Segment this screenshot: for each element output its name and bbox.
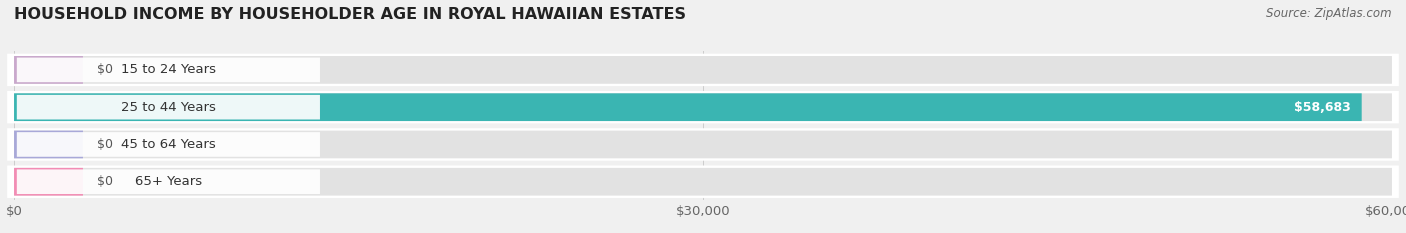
Text: 15 to 24 Years: 15 to 24 Years (121, 63, 217, 76)
Text: $0: $0 (97, 63, 112, 76)
FancyBboxPatch shape (17, 95, 321, 120)
FancyBboxPatch shape (14, 56, 83, 84)
FancyBboxPatch shape (7, 165, 1399, 198)
FancyBboxPatch shape (14, 168, 83, 196)
Text: $0: $0 (97, 175, 112, 188)
FancyBboxPatch shape (7, 128, 1399, 161)
FancyBboxPatch shape (14, 93, 1361, 121)
Text: Source: ZipAtlas.com: Source: ZipAtlas.com (1267, 7, 1392, 20)
FancyBboxPatch shape (17, 169, 321, 194)
Text: $58,683: $58,683 (1294, 101, 1351, 114)
FancyBboxPatch shape (7, 91, 1399, 123)
FancyBboxPatch shape (17, 58, 321, 82)
Text: 45 to 64 Years: 45 to 64 Years (121, 138, 215, 151)
FancyBboxPatch shape (14, 93, 1392, 121)
FancyBboxPatch shape (7, 54, 1399, 86)
FancyBboxPatch shape (14, 130, 1392, 158)
FancyBboxPatch shape (17, 132, 321, 157)
Text: HOUSEHOLD INCOME BY HOUSEHOLDER AGE IN ROYAL HAWAIIAN ESTATES: HOUSEHOLD INCOME BY HOUSEHOLDER AGE IN R… (14, 7, 686, 22)
FancyBboxPatch shape (14, 56, 1392, 84)
Text: $0: $0 (97, 138, 112, 151)
Text: 25 to 44 Years: 25 to 44 Years (121, 101, 215, 114)
FancyBboxPatch shape (14, 168, 1392, 196)
Text: 65+ Years: 65+ Years (135, 175, 202, 188)
FancyBboxPatch shape (14, 130, 83, 158)
